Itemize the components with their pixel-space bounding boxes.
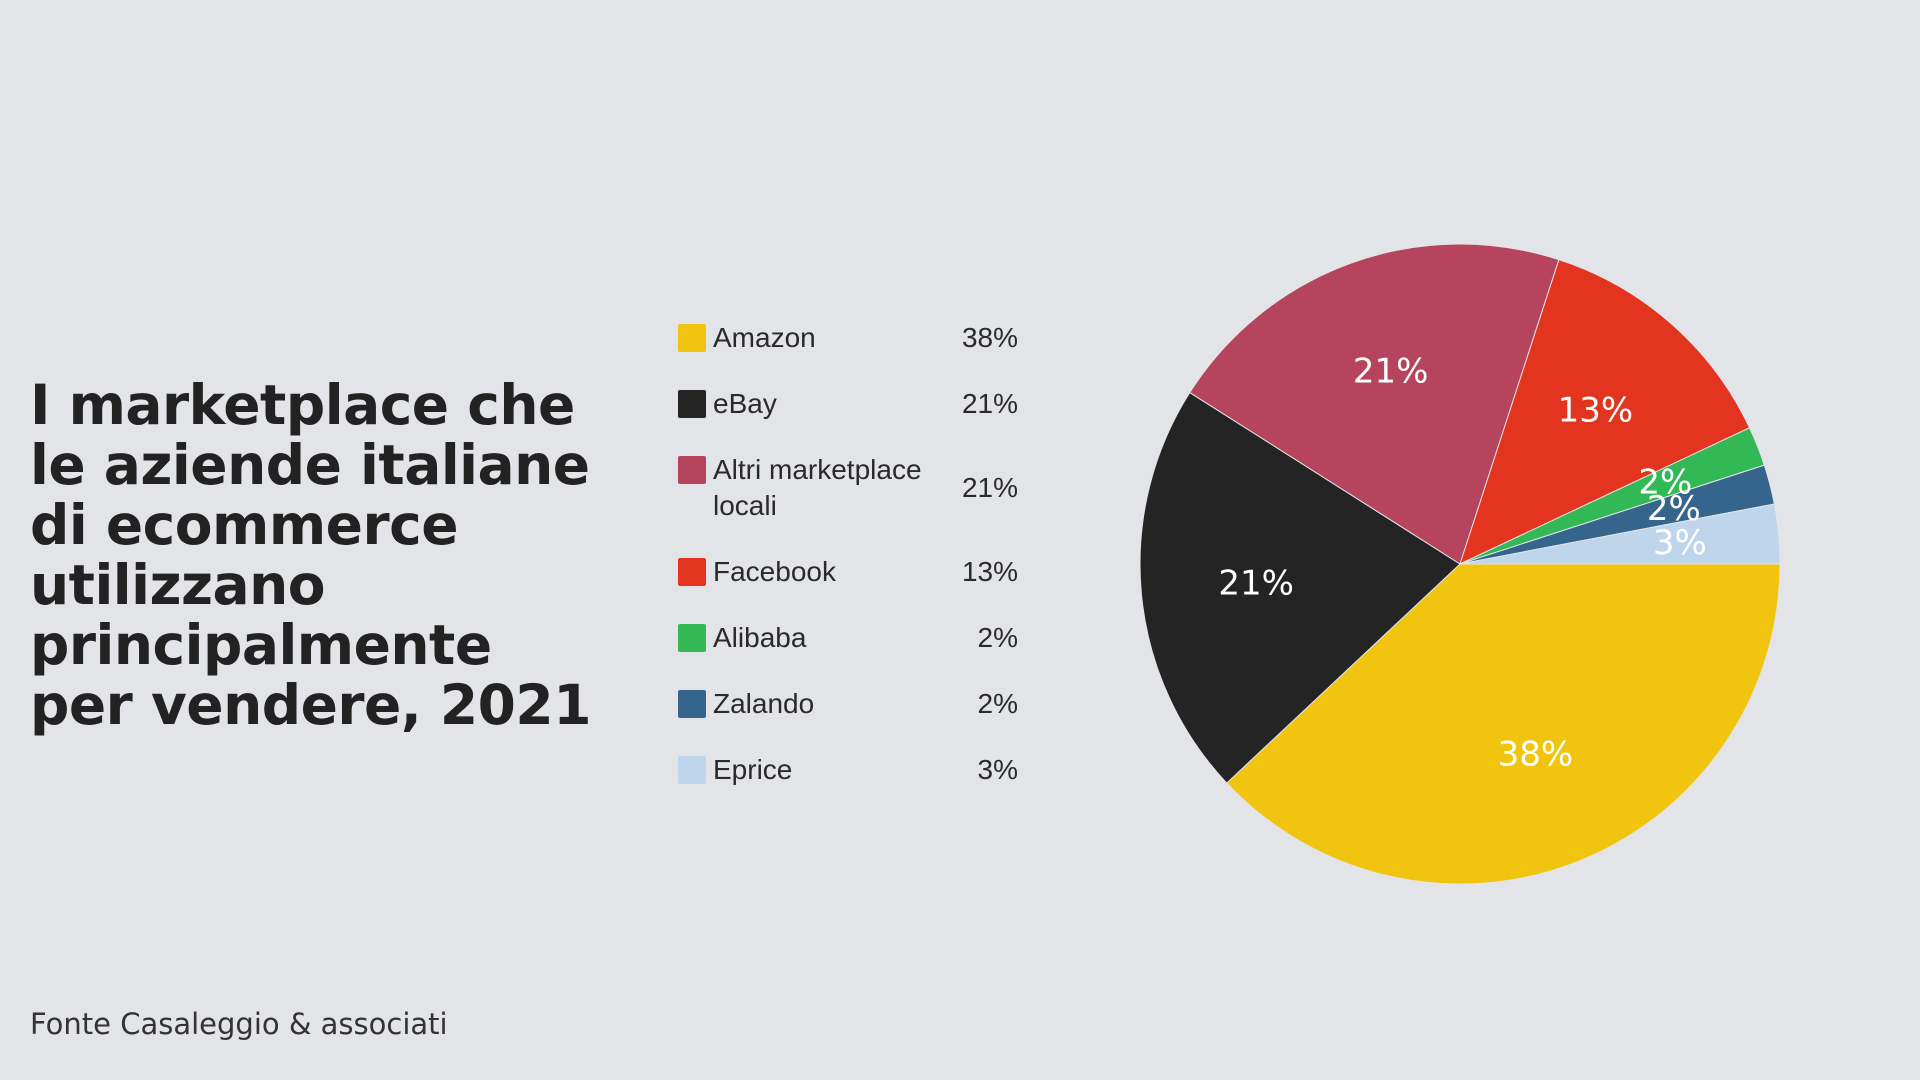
pie-label-amazon: 38% bbox=[1498, 734, 1574, 774]
legend-value-altri-marketplace-locali: 21% bbox=[961, 472, 1018, 503]
legend-swatch-eprice bbox=[678, 756, 706, 784]
pie-label-facebook: 13% bbox=[1558, 390, 1634, 430]
chart-legend: Amazon 38% eBay 21% Altri marketplace lo… bbox=[678, 320, 1018, 818]
pie-slice-facebook bbox=[1459, 259, 1751, 565]
legend-item-facebook: Facebook 13% bbox=[678, 554, 1018, 590]
legend-label-zalando: Zalando bbox=[713, 688, 815, 719]
legend-value-alibaba: 2% bbox=[977, 622, 1018, 653]
pie-slice-ebay bbox=[1139, 391, 1461, 784]
pie-label-ebay: 21% bbox=[1218, 563, 1294, 603]
pie-label-altri-marketplace-locali: 21% bbox=[1353, 351, 1429, 391]
legend-swatch-altri-marketplace-locali bbox=[678, 456, 706, 484]
legend-item-amazon: Amazon 38% bbox=[678, 320, 1018, 356]
legend-label-facebook: Facebook bbox=[713, 556, 836, 587]
pie-slice-amazon bbox=[1226, 563, 1781, 885]
legend-swatch-ebay bbox=[678, 390, 706, 418]
chart-title: I marketplace che le aziende italiane di… bbox=[30, 373, 591, 737]
legend-label-alibaba: Alibaba bbox=[713, 622, 807, 653]
pie-chart: 38%21%21%13%2%2%3% bbox=[1139, 243, 1781, 885]
legend-item-ebay: eBay 21% bbox=[678, 386, 1018, 422]
legend-label-ebay: eBay bbox=[713, 388, 777, 419]
pie-slice-altri-marketplace-locali bbox=[1189, 243, 1560, 565]
pie-label-zalando: 2% bbox=[1647, 489, 1701, 529]
legend-swatch-zalando bbox=[678, 690, 706, 718]
legend-label-eprice: Eprice bbox=[713, 754, 793, 785]
legend-swatch-amazon bbox=[678, 324, 706, 352]
source-note: Fonte Casaleggio & associati bbox=[30, 1007, 448, 1041]
legend-value-facebook: 13% bbox=[961, 556, 1018, 587]
legend-item-altri-marketplace-locali: Altri marketplace locali 21% bbox=[678, 452, 1018, 524]
legend-item-eprice: Eprice 3% bbox=[678, 752, 1018, 788]
legend-value-zalando: 2% bbox=[977, 688, 1018, 719]
legend-value-eprice: 3% bbox=[977, 754, 1018, 785]
legend-swatch-alibaba bbox=[678, 624, 706, 652]
legend-item-alibaba: Alibaba 2% bbox=[678, 620, 1018, 656]
legend-swatch-facebook bbox=[678, 558, 706, 586]
legend-value-ebay: 21% bbox=[961, 388, 1018, 419]
legend-label-altri-marketplace-locali: Altri marketplace locali bbox=[713, 454, 922, 521]
pie-label-eprice: 3% bbox=[1653, 523, 1707, 563]
legend-value-amazon: 38% bbox=[961, 322, 1018, 353]
legend-item-zalando: Zalando 2% bbox=[678, 686, 1018, 722]
pie-label-alibaba: 2% bbox=[1638, 463, 1692, 503]
legend-label-amazon: Amazon bbox=[713, 322, 816, 353]
pie-slice-eprice bbox=[1459, 503, 1781, 565]
